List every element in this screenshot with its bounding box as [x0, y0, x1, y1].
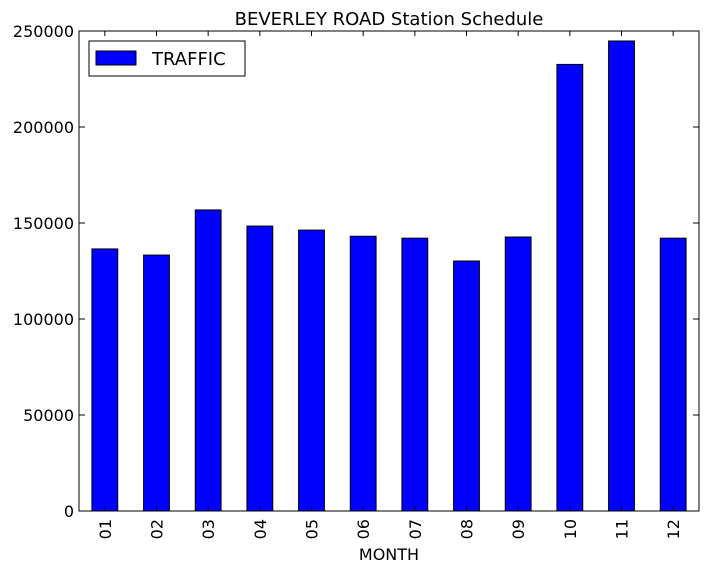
bar-02 [143, 254, 170, 512]
bar-07 [401, 237, 429, 512]
bar-05 [298, 229, 325, 512]
legend-swatch-traffic [95, 50, 137, 66]
x-tick-label-07: 07 [406, 519, 425, 539]
x-tick-label-11: 11 [613, 519, 632, 539]
x-tick-label-10: 10 [561, 519, 580, 539]
legend-label-traffic: TRAFFIC [151, 49, 226, 70]
x-tick-label-09: 09 [509, 519, 528, 539]
bar-06 [349, 235, 377, 512]
x-tick-label-04: 04 [251, 519, 270, 539]
bars-group [91, 40, 687, 512]
y-axis: 0 50000 100000 150000 200000 250000 [13, 22, 699, 521]
x-axis-label: MONTH [359, 545, 419, 564]
y-tick-label-250000: 250000 [13, 22, 74, 41]
bar-11 [608, 40, 635, 512]
y-tick-label-200000: 200000 [13, 118, 74, 137]
bar-09 [504, 236, 532, 512]
bar-03 [194, 209, 222, 512]
y-tick-label-0: 0 [64, 502, 74, 521]
x-tick-label-02: 02 [148, 519, 167, 539]
y-tick-label-100000: 100000 [13, 310, 74, 329]
bar-12 [659, 237, 687, 512]
bar-04 [246, 225, 274, 512]
x-tick-label-01: 01 [96, 519, 115, 539]
x-tick-label-06: 06 [354, 519, 373, 539]
bar-01 [91, 248, 119, 512]
chart-title: BEVERLEY ROAD Station Schedule [235, 9, 544, 30]
y-tick-label-50000: 50000 [23, 406, 74, 425]
bar-08 [453, 260, 480, 512]
bar-10 [556, 63, 584, 512]
x-tick-label-05: 05 [303, 519, 322, 539]
x-tick-label-12: 12 [664, 519, 683, 539]
legend: TRAFFIC [88, 40, 246, 77]
x-tick-label-08: 08 [458, 519, 477, 539]
x-tick-label-03: 03 [199, 519, 218, 539]
plot-frame [78, 30, 700, 512]
x-axis: 01 02 03 04 05 06 07 08 09 10 11 12 [96, 31, 683, 539]
y-tick-label-150000: 150000 [13, 214, 74, 233]
